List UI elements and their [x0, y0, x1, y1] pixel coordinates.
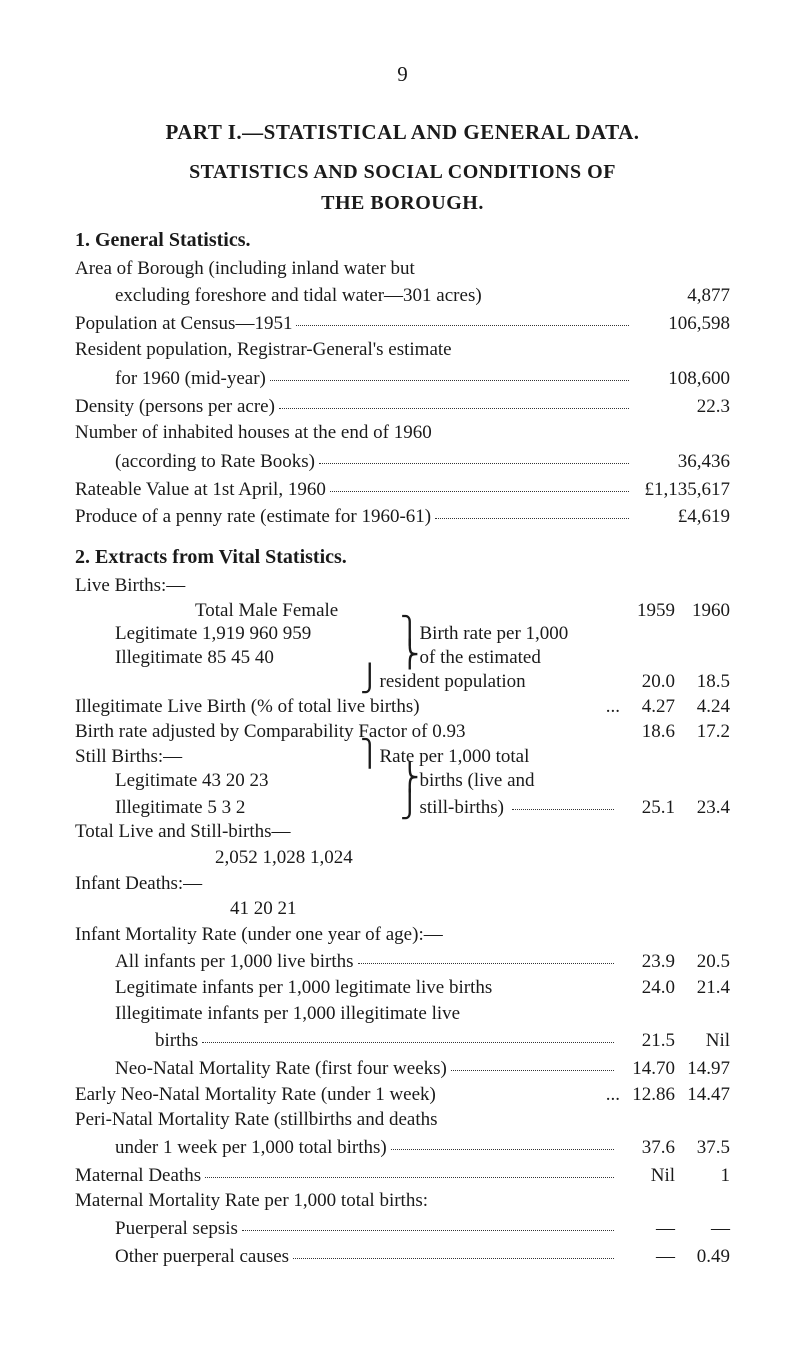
still-illegit-row: Illegitimate 5 3 2 — [75, 796, 400, 820]
total-lsb-nums: 2,052 1,028 1,024 — [75, 845, 730, 871]
houses-value: 36,436 — [635, 449, 730, 475]
birthrate-1959: 20.0 — [620, 670, 675, 694]
puerp-1960: — — [675, 1216, 730, 1242]
tmf-header: Total Male Female — [75, 599, 338, 623]
subtitle-line1: STATISTICS AND SOCIAL CONDITIONS OF — [75, 159, 730, 186]
live-births-label: Live Births:— — [75, 573, 730, 599]
part-title: PART I.—STATISTICAL AND GENERAL DATA. — [75, 118, 730, 146]
page-number: 9 — [75, 60, 730, 88]
rateable-label: Rateable Value at 1st April, 1960 — [75, 477, 326, 503]
document-page: 9 PART I.—STATISTICAL AND GENERAL DATA. … — [0, 0, 800, 1329]
leader-dots — [319, 444, 629, 464]
neo-label: Neo-Natal Mortality Rate (first four wee… — [75, 1056, 447, 1082]
other-puerp-1960: 0.49 — [675, 1244, 730, 1270]
mat-deaths-1959: Nil — [620, 1163, 675, 1189]
all-infants-label: All infants per 1,000 live births — [75, 949, 354, 975]
leader-dots — [435, 499, 629, 519]
pop-census-label: Population at Census—1951 — [75, 311, 292, 337]
illeg-live-1960: 4.24 — [675, 694, 730, 720]
area-value: 4,877 — [635, 283, 730, 309]
early-neo-1959: 12.86 — [620, 1082, 675, 1108]
leader-dots — [279, 389, 629, 409]
penny-label: Produce of a penny rate (estimate for 19… — [75, 504, 431, 530]
infant-deaths-label: Infant Deaths:— — [75, 871, 730, 897]
illegit-infants-l2: births — [75, 1028, 198, 1054]
mat-deaths-label: Maternal Deaths — [75, 1163, 201, 1189]
illegitimate-row: Illegitimate 85 45 40 — [75, 646, 400, 670]
brace-text-3: resident population — [380, 670, 621, 694]
leader-dots — [202, 1023, 614, 1043]
still-1960: 23.4 — [675, 796, 730, 820]
puerp-label: Puerperal sepsis — [75, 1216, 238, 1242]
pop-census-value: 106,598 — [635, 311, 730, 337]
peri-1959: 37.6 — [620, 1135, 675, 1161]
all-infants-1959: 23.9 — [620, 949, 675, 975]
leader-dots — [512, 790, 614, 810]
legit-infants-label: Legitimate infants per 1,000 legitimate … — [75, 975, 492, 1001]
adj-1959: 18.6 — [620, 719, 675, 745]
leader-dots — [296, 306, 629, 326]
leader-dots — [451, 1051, 614, 1071]
early-neo-label: Early Neo-Natal Mortality Rate (under 1 … — [75, 1082, 436, 1108]
illeg-live-1959: 4.27 — [620, 694, 675, 720]
resident-value: 108,600 — [635, 366, 730, 392]
other-puerp-label: Other puerperal causes — [75, 1244, 289, 1270]
infant-deaths-nums: 41 20 21 — [75, 896, 730, 922]
brace-text-1: Birth rate per 1,000 — [420, 622, 621, 646]
brace-text-2: of the estimated — [420, 646, 621, 670]
total-lsb-label: Total Live and Still-births— — [75, 819, 730, 845]
section-2-head: 2. Extracts from Vital Statistics. — [75, 544, 730, 571]
illeg-live-label: Illegitimate Live Birth (% of total live… — [75, 694, 420, 720]
mat-deaths-1960: 1 — [675, 1163, 730, 1189]
neo-1960: 14.97 — [675, 1056, 730, 1082]
density-label: Density (persons per acre) — [75, 394, 275, 420]
leader-dots — [293, 1239, 614, 1259]
section-1-head: 1. General Statistics. — [75, 227, 730, 254]
resident-line1: Resident population, Registrar-General's… — [75, 337, 730, 363]
subtitle-line2: THE BOROUGH. — [75, 190, 730, 217]
neo-1959: 14.70 — [620, 1056, 675, 1082]
peri-1960: 37.5 — [675, 1135, 730, 1161]
resident-line2: for 1960 (mid-year) — [75, 366, 266, 392]
illegit-infants-1959: 21.5 — [620, 1028, 675, 1054]
leader-dots — [358, 944, 614, 964]
still-brace-3: still-births) — [420, 796, 504, 820]
houses-line2: (according to Rate Books) — [75, 449, 315, 475]
year-1960: 1960 — [675, 599, 730, 623]
penny-value: £4,619 — [635, 504, 730, 530]
still-1959: 25.1 — [620, 796, 675, 820]
legit-infants-1959: 24.0 — [620, 975, 675, 1001]
leader-dots — [391, 1130, 614, 1150]
still-legit-row: Legitimate 43 20 23 — [75, 769, 400, 793]
leader-dots — [242, 1211, 614, 1231]
area-line1: Area of Borough (including inland water … — [75, 256, 730, 282]
adj-label: Birth rate adjusted by Comparability Fac… — [75, 719, 465, 745]
puerp-1959: — — [620, 1216, 675, 1242]
rateable-value: £1,135,617 — [635, 477, 730, 503]
legitimate-row: Legitimate 1,919 960 959 — [75, 622, 400, 646]
still-births-label: Still Births:— — [75, 745, 360, 769]
houses-line1: Number of inhabited houses at the end of… — [75, 420, 730, 446]
leader-dots — [270, 361, 629, 381]
birthrate-1960: 18.5 — [675, 670, 730, 694]
other-puerp-1959: — — [620, 1244, 675, 1270]
density-value: 22.3 — [635, 394, 730, 420]
illegit-infants-1960: Nil — [675, 1028, 730, 1054]
early-neo-1960: 14.47 — [675, 1082, 730, 1108]
leader-dots — [330, 472, 629, 492]
year-1959: 1959 — [620, 599, 675, 623]
leader-dots — [205, 1158, 614, 1178]
all-infants-1960: 20.5 — [675, 949, 730, 975]
adj-1960: 17.2 — [675, 719, 730, 745]
legit-infants-1960: 21.4 — [675, 975, 730, 1001]
